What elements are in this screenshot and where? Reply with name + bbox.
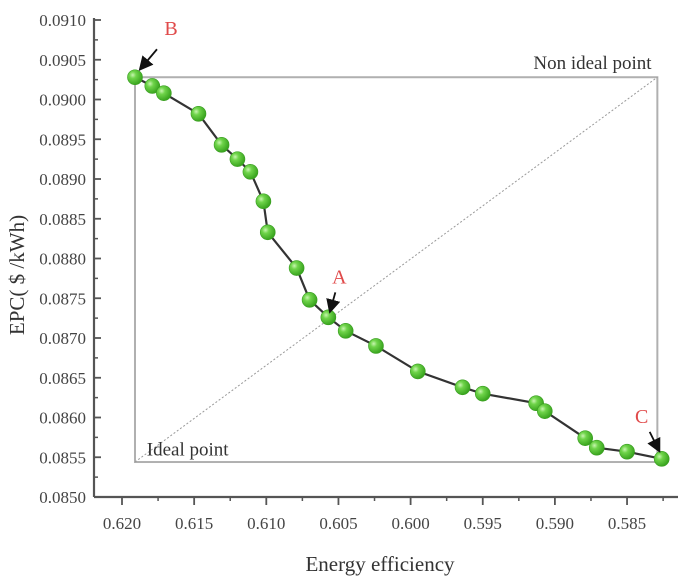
y-tick-label: 0.0905 <box>39 51 86 70</box>
data-point <box>474 385 491 402</box>
marker-arrow-c <box>647 431 661 454</box>
data-point <box>229 151 246 167</box>
y-tick-label: 0.0875 <box>39 289 86 308</box>
data-point <box>242 164 259 180</box>
pareto-curve <box>134 76 662 460</box>
x-tick-label: 0.620 <box>103 514 141 533</box>
x-tick-label: 0.585 <box>608 514 646 533</box>
ideal-nonideal-box: Ideal point Non ideal point <box>133 53 659 464</box>
axes: 0.0850 0.0855 0.0860 0.0865 0.0870 0.0875 0.08… <box>39 11 678 533</box>
ideal-to-nonideal-diagonal <box>134 76 658 463</box>
x-axis-title: Energy efficiency <box>305 552 455 576</box>
y-tick-label: 0.0870 <box>39 329 86 348</box>
data-point <box>156 85 172 101</box>
x-tick-label: 0.590 <box>536 514 574 533</box>
y-tick-label: 0.0865 <box>39 369 86 388</box>
data-point <box>368 338 384 354</box>
x-tick-label: 0.605 <box>319 514 357 533</box>
data-point <box>410 363 426 380</box>
marker-label-c: C <box>635 406 648 428</box>
data-point <box>653 451 670 467</box>
x-tick-label: 0.610 <box>247 514 285 533</box>
marker-label-a: A <box>332 266 347 288</box>
y-axis-title: EPC( $ /kWh) <box>5 215 29 335</box>
marker-arrow-b <box>138 48 158 71</box>
data-point <box>190 106 207 122</box>
non-ideal-point-label: Non ideal point <box>533 53 652 74</box>
y-tick-label: 0.0900 <box>39 91 86 110</box>
data-point <box>127 69 143 86</box>
data-point <box>588 439 605 456</box>
x-tick-label: 0.595 <box>464 514 502 533</box>
y-tick-label: 0.0850 <box>39 488 86 507</box>
data-point <box>337 323 354 339</box>
bounding-rect <box>133 76 659 464</box>
data-point <box>619 443 635 460</box>
ideal-point-label: Ideal point <box>147 439 230 460</box>
point-markers: B A C <box>138 18 661 454</box>
data-point <box>213 137 230 153</box>
y-tick-label: 0.0895 <box>39 130 86 149</box>
pareto-points <box>127 69 670 467</box>
data-point <box>320 309 337 326</box>
data-point <box>255 193 272 210</box>
data-point <box>577 430 594 446</box>
data-point <box>301 292 318 308</box>
data-point <box>536 403 553 419</box>
y-tick-label: 0.0890 <box>39 170 86 189</box>
y-tick-label: 0.0885 <box>39 210 86 229</box>
data-point <box>288 260 305 276</box>
data-point <box>144 78 161 94</box>
y-tick-label: 0.0860 <box>39 409 86 428</box>
marker-label-b: B <box>164 18 177 40</box>
y-tick-label: 0.0855 <box>39 448 86 467</box>
y-tick-label: 0.0880 <box>39 250 86 269</box>
series-line <box>134 76 662 460</box>
data-point <box>454 379 471 396</box>
data-point <box>259 224 276 241</box>
x-tick-label: 0.615 <box>175 514 213 533</box>
y-tick-label: 0.0910 <box>39 11 86 30</box>
marker-arrow-a <box>326 292 341 314</box>
x-tick-label: 0.600 <box>391 514 429 533</box>
